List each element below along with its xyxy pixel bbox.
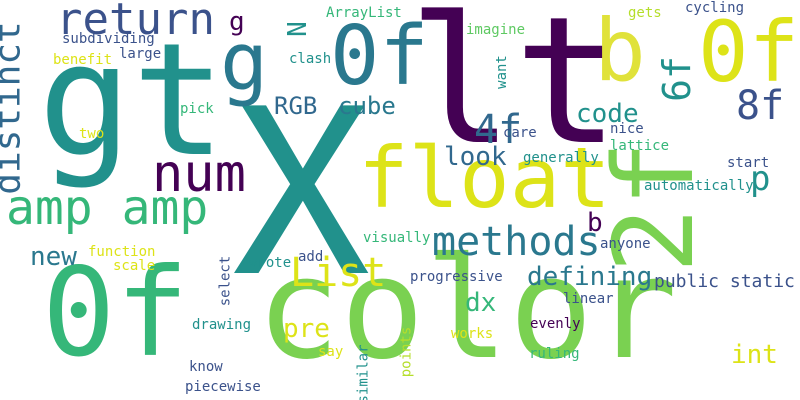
word-two: two: [79, 126, 105, 142]
word-n: N: [282, 21, 313, 37]
word-look: look: [444, 142, 507, 172]
word-return: return: [56, 0, 215, 45]
word-pre: pre: [283, 314, 330, 344]
word-similar: similar: [355, 344, 372, 400]
word-imagine: imagine: [466, 22, 526, 38]
word-0f-left: 0f: [42, 242, 189, 384]
word-8f: 8f: [736, 83, 785, 129]
word-nice: nice: [610, 121, 644, 137]
word-rgb: RGB: [274, 92, 318, 120]
word-cycling: cycling: [685, 0, 745, 16]
word-want: want: [493, 55, 510, 89]
word-public-static: public static: [654, 271, 795, 292]
word-function: function: [88, 244, 156, 260]
word-new: new: [30, 242, 77, 272]
word-defining: defining: [527, 262, 653, 292]
word-generally: generally: [523, 150, 599, 166]
word-methods: methods: [432, 219, 601, 265]
word-evenly: evenly: [530, 316, 581, 332]
word-4f: 4f: [474, 107, 523, 153]
word-gt-big: gt: [38, 9, 226, 191]
word-say: say: [318, 344, 344, 360]
word-drawing: drawing: [192, 317, 252, 333]
word-progressive: progressive: [410, 269, 503, 285]
word-p: p: [750, 159, 771, 199]
word-amp-amp: amp amp: [6, 180, 209, 236]
word-points: points: [398, 326, 415, 378]
word-clash: clash: [289, 51, 332, 67]
word-dx: dx: [465, 288, 497, 318]
word-2f: 2f: [590, 140, 719, 274]
word-lt: lt: [408, 0, 620, 184]
word-0f-top: 0f: [330, 9, 429, 104]
word-gets: gets: [628, 5, 662, 21]
word-visually: visually: [363, 230, 431, 246]
word-anyone: anyone: [600, 236, 651, 252]
word-6f: 6f: [654, 56, 699, 102]
word-linear: linear: [563, 291, 614, 307]
word-g-small: g: [229, 7, 245, 37]
word-0f-right: 0f: [698, 3, 800, 101]
word-works: works: [451, 326, 494, 342]
word-color: color: [256, 228, 678, 391]
word-benefit: benefit: [53, 52, 113, 68]
word-add: add: [298, 249, 324, 265]
word-know: know: [189, 359, 223, 375]
word-subdividing: subdividing: [62, 31, 155, 47]
word-arraylist: ArrayList: [326, 5, 402, 21]
word-select: select: [217, 255, 234, 307]
word-b-top: b: [594, 1, 646, 101]
word-list: List: [290, 250, 387, 296]
word-lattice: lattice: [610, 138, 670, 154]
word-start: start: [727, 155, 770, 171]
word-ruling: ruling: [529, 346, 580, 362]
word-automatically: automatically: [644, 178, 754, 194]
word-x: X: [232, 61, 371, 328]
word-pick: pick: [180, 101, 214, 117]
word-g-mid: g: [220, 15, 269, 108]
word-large: large: [119, 46, 162, 62]
word-wrote: wrote: [249, 255, 292, 271]
word-scale: scale: [113, 258, 156, 274]
word-int: int: [731, 340, 778, 370]
word-cube: cube: [338, 92, 396, 120]
word-b-small: b: [587, 208, 603, 238]
word-piecewise: piecewise: [185, 379, 261, 395]
word-num: num: [152, 144, 246, 204]
word-code: code: [576, 99, 639, 129]
word-care: care: [503, 125, 537, 141]
word-distinct: distinct: [0, 21, 29, 195]
word-float: float: [358, 129, 611, 227]
